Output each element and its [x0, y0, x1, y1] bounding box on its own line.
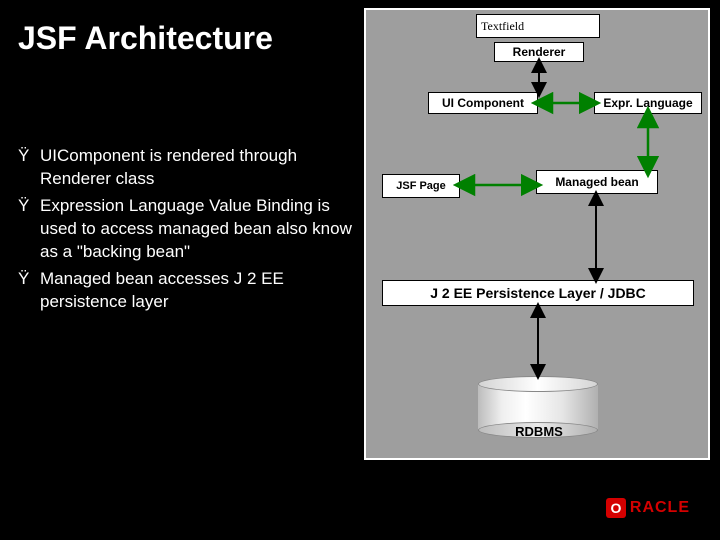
bullet-text: UIComponent is rendered through Renderer…: [40, 145, 353, 191]
slide-title: JSF Architecture: [18, 20, 273, 57]
bullet-list: Ÿ UIComponent is rendered through Render…: [18, 145, 353, 318]
bullet-text: Managed bean accesses J 2 EE persistence…: [40, 268, 353, 314]
bullet-item: Ÿ Managed bean accesses J 2 EE persisten…: [18, 268, 353, 314]
architecture-diagram: Textfield Renderer UI Component Expr. La…: [364, 8, 710, 460]
bullet-marker: Ÿ: [18, 268, 40, 314]
footer-bar: [0, 460, 720, 496]
bullet-text: Expression Language Value Binding is use…: [40, 195, 353, 264]
oracle-logo-icon: O: [606, 498, 626, 518]
bullet-item: Ÿ UIComponent is rendered through Render…: [18, 145, 353, 191]
oracle-logo-text: RACLE: [630, 499, 690, 517]
oracle-logo: O RACLE: [606, 498, 690, 518]
connectors: [366, 10, 712, 462]
bullet-marker: Ÿ: [18, 145, 40, 191]
bullet-item: Ÿ Expression Language Value Binding is u…: [18, 195, 353, 264]
bullet-marker: Ÿ: [18, 195, 40, 264]
